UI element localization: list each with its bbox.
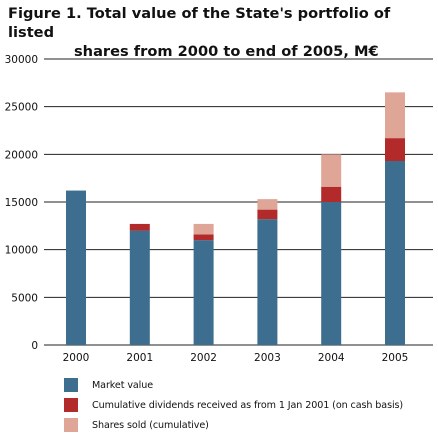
legend-swatch [64, 398, 78, 412]
x-tick-label-2002: 2002 [190, 352, 217, 364]
bar-2004-series-3 [321, 154, 342, 187]
bar-2001-series-1 [129, 230, 150, 345]
legend-swatch [64, 418, 78, 432]
bar-2001-series-2 [129, 223, 150, 231]
bar-2000-series-1 [66, 190, 86, 345]
y-tick-label: 15000 [5, 197, 38, 209]
chart-title-line-1: Figure 1. Total value of the State's por… [8, 5, 391, 41]
y-tick-label: 10000 [5, 245, 38, 257]
legend-item-3: Shares sold (cumulative) [64, 415, 436, 435]
y-axis-tick-labels: 0 5000 10000 15000 20000 25000 30000 [5, 54, 38, 352]
bar-2003-series-1 [257, 219, 278, 345]
bar-2004-series-2 [321, 186, 342, 202]
legend: Market value Cumulative dividends receive… [64, 375, 436, 435]
chart-title-line-2: shares from 2000 to end of 2005, M€ [74, 43, 379, 60]
bar-2002-series-2 [193, 234, 214, 241]
x-tick-label-2003: 2003 [254, 352, 281, 364]
bar-2005-series-3 [385, 92, 405, 139]
bar-2003-series-3 [257, 199, 278, 210]
bar-2004-series-1 [321, 202, 342, 345]
bar-2002-series-3 [193, 223, 214, 235]
legend-label: Cumulative dividends received as from 1 … [92, 399, 404, 411]
legend-item-2: Cumulative dividends received as from 1 … [64, 395, 436, 415]
legend-swatch [64, 378, 78, 392]
bar-2002-series-1 [193, 240, 214, 345]
x-tick-label-2000: 2000 [63, 352, 90, 364]
bar-2005-series-2 [385, 138, 405, 162]
legend-item-1: Market value [64, 375, 436, 395]
legend-label: Shares sold (cumulative) [92, 419, 209, 431]
bar-2005-series-1 [385, 161, 405, 345]
x-axis-tick-labels: 2000 2001 2002 2003 2004 2005 [63, 352, 409, 364]
y-tick-label: 5000 [11, 292, 38, 304]
x-tick-label-2005: 2005 [382, 352, 409, 364]
y-tick-label: 25000 [5, 102, 38, 114]
y-tick-label: 0 [31, 340, 38, 352]
bars [66, 92, 405, 345]
x-tick-label-2001: 2001 [126, 352, 153, 364]
legend-label: Market value [92, 379, 154, 391]
y-tick-label: 30000 [5, 54, 38, 66]
x-tick-label-2004: 2004 [318, 352, 345, 364]
bar-2003-series-2 [257, 209, 278, 220]
gridlines [44, 58, 433, 346]
chart-title: Figure 1. Total value of the State's por… [8, 4, 433, 61]
y-tick-label: 20000 [5, 149, 38, 161]
